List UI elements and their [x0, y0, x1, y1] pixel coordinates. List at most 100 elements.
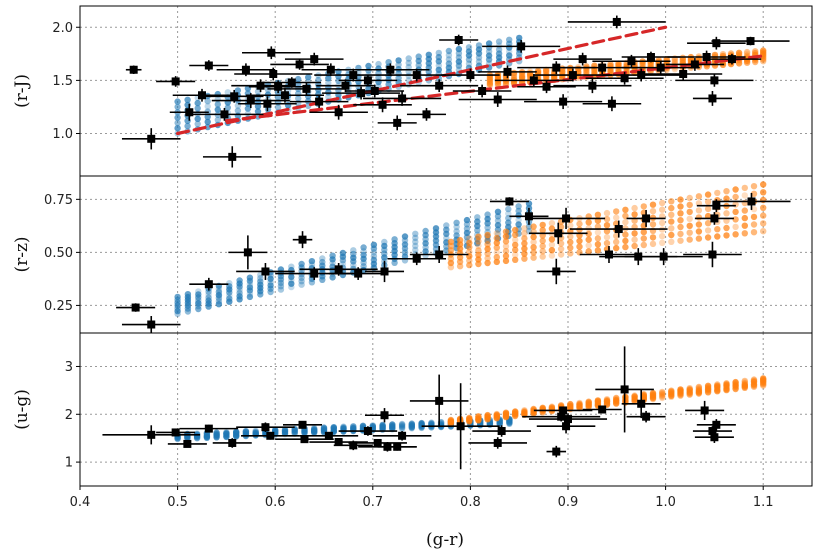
- orange-model-point: [475, 251, 482, 259]
- orange-model-point: [750, 206, 758, 213]
- observed-point: [612, 17, 621, 26]
- observed-point: [710, 433, 719, 442]
- orange-model-point: [735, 49, 743, 56]
- x-axis-label: (g-r): [426, 530, 464, 550]
- orange-model-point: [594, 223, 602, 230]
- observed-point: [298, 235, 307, 244]
- blue-model-point: [422, 248, 429, 255]
- blue-model-point: [214, 106, 221, 113]
- orange-model-point: [760, 189, 767, 196]
- orange-model-point: [466, 235, 473, 242]
- blue-model-point: [330, 424, 337, 431]
- observed-point: [690, 60, 699, 69]
- orange-model-point: [750, 183, 758, 190]
- blue-model-point: [295, 75, 302, 83]
- observed-point: [370, 87, 379, 95]
- blue-model-point: [308, 258, 316, 265]
- blue-model-point: [412, 242, 419, 250]
- orange-model-point: [576, 400, 583, 407]
- orange-model-point: [659, 391, 666, 399]
- orange-model-point: [704, 227, 712, 234]
- observed-point: [269, 70, 278, 78]
- orange-model-point: [484, 236, 491, 243]
- fit-line-2: [224, 54, 765, 123]
- orange-model-point: [695, 200, 703, 207]
- orange-model-point: [576, 220, 583, 228]
- orange-model-point: [521, 408, 528, 415]
- blue-model-point: [242, 428, 250, 435]
- blue-model-point: [463, 229, 471, 237]
- observed-point: [334, 438, 343, 447]
- blue-model-point: [195, 291, 202, 298]
- observed-point: [564, 415, 572, 424]
- orange-model-point: [521, 407, 528, 415]
- orange-model-point: [585, 236, 592, 243]
- observed-point: [147, 320, 156, 329]
- blue-model-point: [445, 56, 453, 63]
- observed-point: [326, 65, 335, 74]
- orange-model-point: [741, 378, 748, 386]
- orange-model-point: [677, 217, 684, 224]
- orange-model-point: [631, 393, 638, 400]
- blue-model-point: [272, 426, 279, 434]
- observed-point: [747, 197, 756, 206]
- blue-model-point: [257, 275, 264, 282]
- orange-model-point: [695, 207, 703, 214]
- observed-point: [378, 100, 387, 109]
- orange-model-point: [502, 238, 510, 245]
- orange-model-point: [567, 400, 574, 408]
- blue-model-point: [174, 98, 181, 105]
- blue-model-point: [350, 423, 357, 430]
- orange-model-point: [723, 188, 730, 195]
- observed-point: [185, 108, 194, 117]
- orange-model-point: [493, 410, 500, 418]
- blue-model-point: [184, 291, 192, 298]
- blue-model-point: [495, 38, 503, 45]
- blue-model-point: [443, 226, 450, 233]
- blue-model-point: [465, 48, 473, 55]
- blue-model-point: [246, 293, 254, 301]
- observed-point: [324, 431, 333, 440]
- blue-model-point: [484, 211, 491, 218]
- orange-model-point: [659, 219, 666, 227]
- orange-model-point: [741, 381, 748, 388]
- orange-model-point: [714, 381, 721, 388]
- panel-r-z: 0.25 0.50 0.75 (r-z): [12, 175, 813, 334]
- observed-point: [493, 95, 502, 104]
- observed-point: [503, 67, 512, 76]
- orange-model-point: [659, 392, 666, 400]
- blue-model-point: [474, 218, 481, 225]
- orange-model-point: [466, 244, 473, 251]
- blue-model-point: [455, 54, 463, 61]
- observed-point: [422, 110, 431, 119]
- blue-model-point: [381, 242, 388, 250]
- orange-model-point: [649, 201, 657, 208]
- observed-point: [300, 435, 309, 444]
- orange-model-point: [741, 214, 748, 222]
- y-tick-label: 0.75: [44, 193, 73, 208]
- observed-point: [398, 94, 407, 103]
- blue-model-point: [435, 66, 442, 74]
- blue-model-point: [174, 125, 181, 132]
- orange-model-point: [677, 386, 684, 393]
- orange-model-point: [548, 225, 556, 232]
- fit-line-1: [176, 25, 668, 136]
- blue-model-point: [236, 277, 243, 284]
- orange-model-point: [695, 383, 703, 391]
- blue-model-point: [375, 74, 382, 81]
- observed-point: [712, 420, 721, 429]
- orange-model-point: [475, 256, 482, 263]
- orange-model-point: [741, 192, 748, 199]
- observed-point: [295, 60, 304, 69]
- orange-model-point: [539, 221, 546, 229]
- blue-model-point: [224, 104, 231, 111]
- blue-model-point: [506, 36, 513, 43]
- blue-model-point: [463, 216, 471, 224]
- orange-model-point: [659, 206, 666, 213]
- observed-point: [559, 97, 568, 106]
- blue-model-point: [494, 217, 502, 224]
- blue-model-point: [369, 422, 376, 429]
- orange-model-point: [567, 233, 574, 240]
- blue-model-point: [505, 219, 512, 226]
- observed-point: [354, 269, 363, 278]
